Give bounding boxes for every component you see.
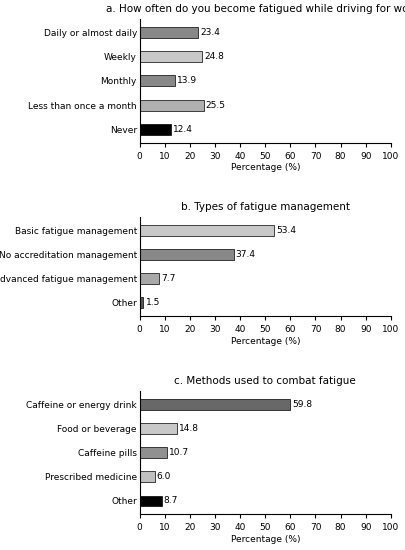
Bar — [140, 27, 198, 38]
Text: 25.5: 25.5 — [206, 101, 226, 109]
Bar — [140, 471, 155, 482]
Bar — [140, 273, 159, 284]
Bar — [140, 298, 143, 308]
Title: b. Types of fatigue management: b. Types of fatigue management — [181, 202, 350, 212]
Text: 14.8: 14.8 — [179, 424, 199, 433]
X-axis label: Percentage (%): Percentage (%) — [230, 337, 300, 346]
Title: c. Methods used to combat fatigue: c. Methods used to combat fatigue — [175, 376, 356, 386]
X-axis label: Percentage (%): Percentage (%) — [230, 535, 300, 544]
Text: 8.7: 8.7 — [164, 497, 178, 505]
Text: 59.8: 59.8 — [292, 400, 312, 409]
Bar — [140, 226, 274, 236]
Bar — [140, 249, 234, 260]
Text: 24.8: 24.8 — [204, 52, 224, 61]
Text: 7.7: 7.7 — [161, 274, 175, 283]
Text: 53.4: 53.4 — [276, 226, 296, 235]
Bar — [140, 496, 162, 507]
Text: 37.4: 37.4 — [236, 250, 256, 259]
Bar — [140, 51, 202, 62]
Text: 13.9: 13.9 — [177, 76, 197, 85]
Title: a. How often do you become fatigued while driving for work?: a. How often do you become fatigued whil… — [106, 4, 405, 14]
Text: 12.4: 12.4 — [173, 125, 193, 134]
Bar — [140, 124, 171, 135]
Text: 10.7: 10.7 — [168, 448, 189, 457]
Bar — [140, 423, 177, 434]
X-axis label: Percentage (%): Percentage (%) — [230, 163, 300, 172]
Bar — [140, 447, 166, 458]
Bar — [140, 399, 290, 410]
Text: 6.0: 6.0 — [157, 472, 171, 481]
Text: 1.5: 1.5 — [145, 298, 160, 307]
Bar — [140, 100, 204, 111]
Bar — [140, 75, 175, 86]
Text: 23.4: 23.4 — [200, 28, 220, 37]
